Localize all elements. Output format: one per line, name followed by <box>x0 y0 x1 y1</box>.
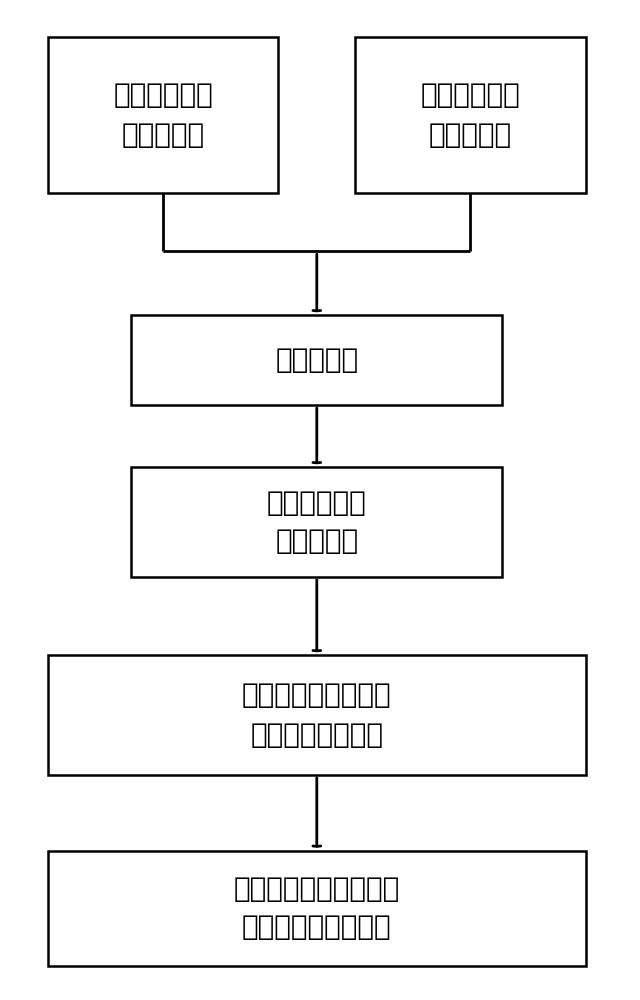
Text: 立体显示模块对图像信
息数据进行立体显示: 立体显示模块对图像信 息数据进行立体显示 <box>234 874 400 942</box>
Text: 储存至云端: 储存至云端 <box>275 346 358 374</box>
Bar <box>48 850 586 966</box>
Text: 第一摄像头采
集图像信息: 第一摄像头采 集图像信息 <box>113 82 213 148</box>
Bar <box>48 655 586 775</box>
Bar <box>48 37 278 192</box>
Bar <box>355 37 586 192</box>
Text: 从云端下载至
第三摄像头: 从云端下载至 第三摄像头 <box>267 488 367 556</box>
Text: 第二摄像头采
集图像信息: 第二摄像头采 集图像信息 <box>420 82 520 148</box>
Text: 图像处理模块对图像
信息数据进行整合: 图像处理模块对图像 信息数据进行整合 <box>242 682 392 748</box>
Bar <box>131 315 502 405</box>
Bar <box>131 467 502 577</box>
